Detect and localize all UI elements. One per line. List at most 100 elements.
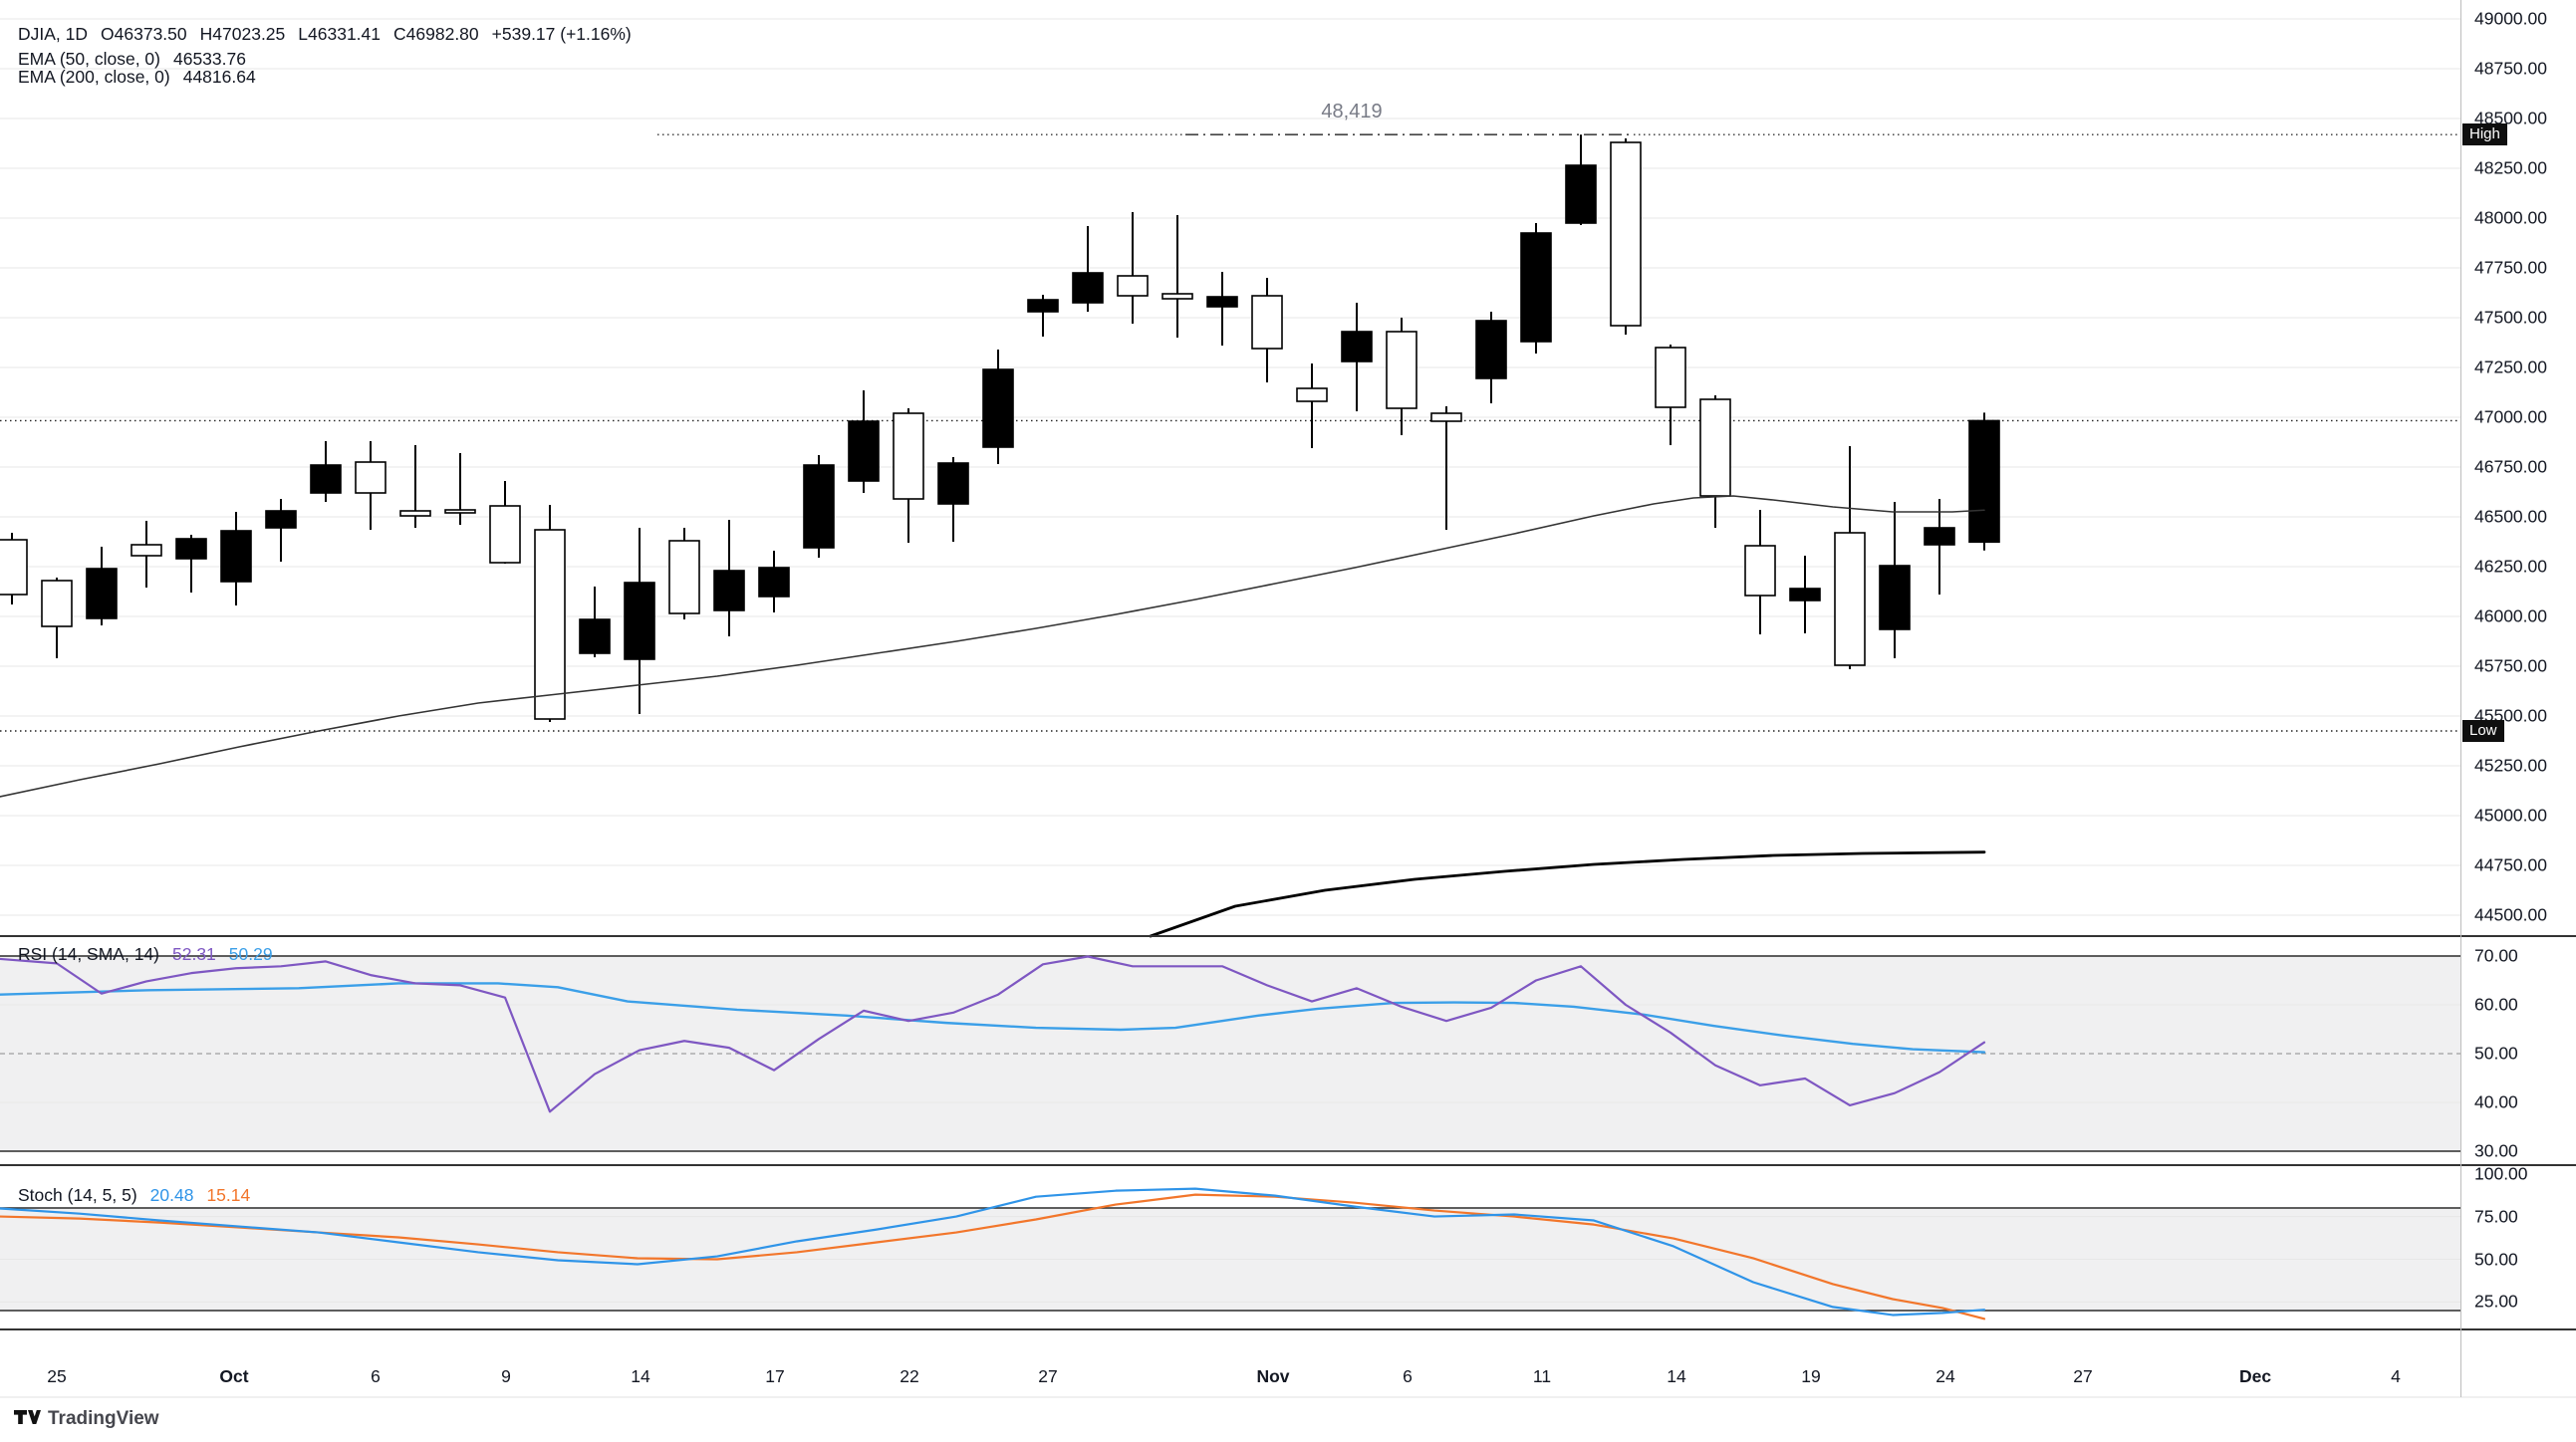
candle: [848, 390, 880, 493]
candle: [1475, 312, 1507, 403]
candle: [668, 528, 700, 619]
price-axis-label: 46750.00: [2474, 456, 2547, 477]
rsi-axis-label: 60.00: [2474, 994, 2518, 1015]
candle: [937, 457, 969, 542]
tradingview-logo-icon[interactable]: [14, 1409, 41, 1429]
stoch-axis-label: 100.00: [2474, 1163, 2528, 1184]
candle: [1565, 134, 1597, 225]
rsi-line: [0, 955, 1986, 1113]
time-axis-label: 4: [2391, 1366, 2401, 1386]
candle: [758, 551, 790, 612]
candle: [399, 445, 431, 528]
ema200-value: 44816.64: [182, 67, 256, 87]
candle: [579, 587, 611, 657]
candle: [0, 533, 28, 604]
candle: [1206, 272, 1238, 346]
price-axis-label: 47000.00: [2474, 406, 2547, 427]
time-axis-label: 17: [765, 1366, 785, 1386]
time-axis-label: Dec: [2238, 1366, 2272, 1386]
candles: [0, 134, 2000, 722]
candle: [713, 520, 745, 636]
rsi-axis-label: 70.00: [2474, 945, 2518, 966]
candle: [1789, 556, 1821, 633]
rsi-value: 52.31: [172, 944, 216, 964]
candle: [1296, 363, 1328, 448]
time-axis-label: 22: [900, 1366, 919, 1386]
price-axis-label: 46000.00: [2474, 605, 2547, 626]
price-axis-label: 48250.00: [2474, 157, 2547, 178]
candle: [1341, 303, 1373, 411]
time-axis-label: 14: [631, 1366, 650, 1386]
stoch-axis-label: 25.00: [2474, 1291, 2518, 1312]
ohlc-open: O46373.50: [101, 24, 187, 44]
symbol-title[interactable]: DJIA, 1D: [18, 24, 89, 44]
candle: [1655, 345, 1686, 445]
ohlc-close: C46982.80: [393, 24, 479, 44]
candle: [265, 499, 297, 562]
price-axis-label: 47750.00: [2474, 257, 2547, 278]
tradingview-wordmark[interactable]: TradingView: [48, 1408, 159, 1429]
candle: [1610, 138, 1642, 335]
candle: [1924, 499, 1955, 595]
price-axis-label: 46500.00: [2474, 506, 2547, 527]
price-axis-label: 46250.00: [2474, 556, 2547, 577]
candle: [86, 547, 118, 625]
candle: [1834, 446, 1866, 669]
rsi-axis-label: 50.00: [2474, 1043, 2518, 1064]
price-axis-separator[interactable]: [2460, 0, 2461, 1397]
price-axis-label: 45250.00: [2474, 755, 2547, 776]
candle: [1968, 412, 2000, 551]
stoch-name[interactable]: Stoch (14, 5, 5): [18, 1185, 137, 1205]
candle: [534, 505, 566, 722]
ema50-legend[interactable]: EMA (50, close, 0) 46533.76: [18, 49, 246, 69]
stoch-axis-label: 75.00: [2474, 1206, 2518, 1227]
ema50-name[interactable]: EMA (50, close, 0): [18, 49, 160, 69]
rsi-ma-value: 50.29: [228, 944, 273, 964]
time-axis-label: Oct: [219, 1366, 249, 1386]
footer: TradingView: [14, 1408, 159, 1430]
time-axis-label: Nov: [1256, 1366, 1290, 1386]
symbol-legend[interactable]: DJIA, 1D O46373.50 H47023.25 L46331.41 C…: [18, 24, 632, 44]
candle: [1027, 295, 1059, 337]
price-axis-label: 47250.00: [2474, 357, 2547, 377]
time-axis-label: 14: [1667, 1366, 1686, 1386]
candle: [1744, 510, 1776, 634]
candle: [489, 481, 521, 564]
price-axis-label: 48500.00: [2474, 108, 2547, 128]
ema200-legend[interactable]: EMA (200, close, 0) 44816.64: [18, 67, 256, 87]
stoch-k-line: [0, 1187, 1986, 1317]
rsi-legend[interactable]: RSI (14, SMA, 14) 52.31 50.29: [18, 944, 273, 964]
candle: [1072, 226, 1104, 312]
price-axis-label: 47500.00: [2474, 307, 2547, 328]
candle: [1699, 395, 1731, 528]
ohlc-change: +539.17 (+1.16%): [491, 24, 632, 44]
stoch-axis-label: 50.00: [2474, 1249, 2518, 1269]
rsi-name[interactable]: RSI (14, SMA, 14): [18, 944, 159, 964]
candle: [130, 521, 162, 588]
candle: [1430, 406, 1462, 530]
ema200-line: [1149, 850, 1986, 938]
stoch-legend[interactable]: Stoch (14, 5, 5) 20.48 15.14: [18, 1185, 250, 1205]
price-axis-label: 45750.00: [2474, 655, 2547, 676]
ema200-name[interactable]: EMA (200, close, 0): [18, 67, 170, 87]
rsi-ma-line: [0, 982, 1986, 1054]
candle: [1386, 318, 1417, 435]
candle: [803, 455, 835, 558]
time-axis-label: 11: [1532, 1366, 1552, 1386]
stoch-k-value: 20.48: [149, 1185, 194, 1205]
price-axis-label: 44750.00: [2474, 854, 2547, 875]
candle: [175, 535, 207, 593]
time-axis-label: 6: [371, 1366, 381, 1386]
ohlc-low: L46331.41: [298, 24, 382, 44]
candle: [41, 578, 73, 658]
price-axis-label: 49000.00: [2474, 8, 2547, 29]
candle: [1879, 502, 1911, 658]
candle: [444, 453, 476, 525]
price-axis-label: 44500.00: [2474, 904, 2547, 925]
high-badge: High: [2462, 123, 2507, 146]
stoch-d-line: [0, 1193, 1986, 1321]
ema50-line: [0, 495, 1985, 798]
time-axis-label: 24: [1935, 1366, 1955, 1386]
